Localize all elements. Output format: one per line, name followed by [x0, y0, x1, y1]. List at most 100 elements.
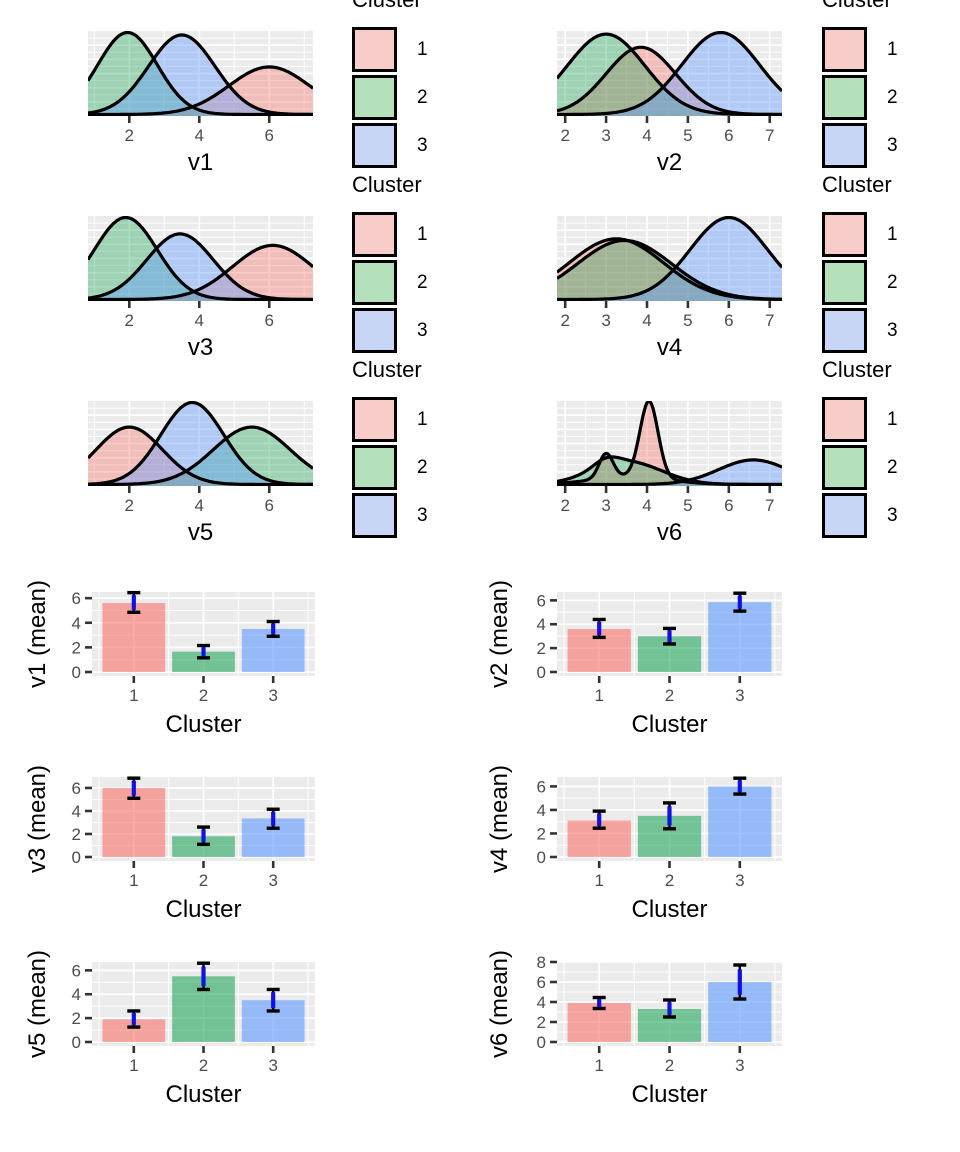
- svg-text:2: 2: [665, 686, 674, 705]
- svg-text:4: 4: [195, 311, 204, 330]
- svg-text:2: 2: [199, 871, 208, 890]
- svg-text:0: 0: [72, 663, 81, 682]
- density-plot-v6: 2 3 4 5 6 7 v6: [557, 401, 782, 546]
- legend-item-cluster2: 2: [822, 260, 952, 305]
- legend-item-cluster2: 2: [822, 75, 952, 120]
- svg-text:2: 2: [72, 638, 81, 657]
- bar-cell-v2-mean: 0 2 4 6 1 2 3 v2 (mean) Cluster: [480, 560, 960, 745]
- svg-text:2: 2: [665, 871, 674, 890]
- legend-item-cluster3: 3: [822, 308, 952, 353]
- legend-item-cluster3: 3: [352, 493, 482, 538]
- cluster-legend: Cluster 1 2 3: [822, 172, 952, 356]
- cluster3-swatch-icon: [352, 123, 397, 168]
- x-axis-title: Cluster: [631, 1081, 707, 1108]
- svg-text:2: 2: [537, 824, 546, 843]
- density-plot-area-v4: 2 3 4 5 6 7: [557, 216, 782, 330]
- legend-item-cluster3: 3: [352, 308, 482, 353]
- legend-item-cluster1: 1: [352, 212, 482, 257]
- cluster3-swatch-icon: [822, 493, 867, 538]
- svg-text:0: 0: [537, 1033, 546, 1052]
- density-cell-v5: 2 4 6 v5 Cluster 1 2 3: [0, 357, 480, 555]
- svg-text:2: 2: [72, 1009, 81, 1028]
- svg-text:0: 0: [72, 1033, 81, 1052]
- cluster1-swatch-icon: [822, 27, 867, 72]
- svg-text:0: 0: [537, 848, 546, 867]
- y-axis-title: v1 (mean): [24, 580, 51, 688]
- svg-text:1: 1: [129, 871, 138, 890]
- svg-text:4: 4: [642, 311, 651, 330]
- x-axis-title: Cluster: [631, 711, 707, 738]
- bar-cell-v5-mean: 0 2 4 6 1 2 3 v5 (mean) Cluster: [0, 930, 480, 1115]
- cluster-legend: Cluster 1 2 3: [822, 0, 952, 171]
- svg-text:2: 2: [665, 1056, 674, 1075]
- legend-title: Cluster: [352, 0, 482, 13]
- svg-text:6: 6: [72, 589, 81, 608]
- cluster1-swatch-icon: [352, 212, 397, 257]
- bar-plot-area-v4: 0 2 4 6 1 2 3: [537, 776, 782, 890]
- svg-text:2: 2: [125, 496, 134, 515]
- y-axis-title: v3 (mean): [24, 765, 51, 873]
- density-plot-v1: 2 4 6 v1: [88, 31, 313, 176]
- legend-title: Cluster: [352, 357, 422, 382]
- legend-title: Cluster: [352, 172, 422, 197]
- legend-item-cluster3: 3: [822, 123, 952, 168]
- cluster3-swatch-icon: [352, 493, 397, 538]
- svg-text:3: 3: [268, 871, 277, 890]
- svg-text:3: 3: [735, 686, 744, 705]
- density-plot-v4: 2 3 4 5 6 7 v4: [557, 216, 782, 361]
- svg-text:7: 7: [765, 126, 774, 145]
- cluster2-swatch-icon: [822, 75, 867, 120]
- cluster2-swatch-icon: [352, 445, 397, 490]
- bar-plot-area-v5: 0 2 4 6 1 2 3: [72, 961, 315, 1075]
- legend-item-cluster2: 2: [352, 445, 482, 490]
- svg-text:6: 6: [537, 777, 546, 796]
- x-axis-title: v4: [657, 334, 682, 361]
- svg-text:5: 5: [683, 126, 692, 145]
- cluster-legend: Cluster 1 2 3: [352, 357, 482, 541]
- bar-plot-v5-mean: 0 2 4 6 1 2 3 v5 (mean) Cluster: [24, 950, 315, 1108]
- svg-text:0: 0: [537, 663, 546, 682]
- cluster-legend: Cluster 1 2 3: [822, 357, 952, 541]
- svg-text:2: 2: [537, 639, 546, 658]
- svg-text:2: 2: [72, 825, 81, 844]
- bar-plot-v2-mean: 0 2 4 6 1 2 3 v2 (mean) Cluster: [486, 580, 782, 738]
- svg-text:3: 3: [735, 871, 744, 890]
- svg-text:6: 6: [724, 311, 733, 330]
- svg-text:4: 4: [537, 801, 546, 820]
- cluster2-swatch-icon: [352, 75, 397, 120]
- x-axis-title: v6: [657, 519, 682, 546]
- cluster1-swatch-icon: [822, 212, 867, 257]
- svg-text:4: 4: [537, 615, 546, 634]
- density-plot-area-v1: 2 4 6: [88, 31, 313, 145]
- density-plot-v2: 2 3 4 5 6 7 v2: [557, 31, 782, 176]
- legend-item-cluster1: 1: [352, 27, 482, 72]
- cluster-legend: Cluster 1 2 3: [352, 172, 482, 356]
- y-axis-title: v4 (mean): [486, 765, 513, 873]
- cluster1-swatch-icon: [352, 27, 397, 72]
- svg-text:2: 2: [560, 496, 569, 515]
- density-plot-area-v2: 2 3 4 5 6 7: [557, 31, 782, 145]
- svg-text:4: 4: [195, 126, 204, 145]
- svg-text:3: 3: [601, 126, 610, 145]
- bar-cell-v4-mean: 0 2 4 6 1 2 3 v4 (mean) Cluster: [480, 745, 960, 930]
- x-axis-title: Cluster: [165, 896, 241, 923]
- bar-cell-v3-mean: 0 2 4 6 1 2 3 v3 (mean) Cluster: [0, 745, 480, 930]
- cluster3-swatch-icon: [822, 308, 867, 353]
- svg-text:4: 4: [195, 496, 204, 515]
- svg-text:3: 3: [268, 686, 277, 705]
- y-axis-title: v2 (mean): [486, 580, 513, 688]
- cluster2-swatch-icon: [822, 260, 867, 305]
- svg-text:1: 1: [129, 1056, 138, 1075]
- svg-text:4: 4: [72, 614, 81, 633]
- svg-text:1: 1: [594, 1056, 603, 1075]
- cluster3-swatch-icon: [822, 123, 867, 168]
- svg-text:4: 4: [642, 496, 651, 515]
- svg-text:1: 1: [594, 871, 603, 890]
- svg-text:2: 2: [199, 1056, 208, 1075]
- y-axis-title: v5 (mean): [24, 950, 51, 1058]
